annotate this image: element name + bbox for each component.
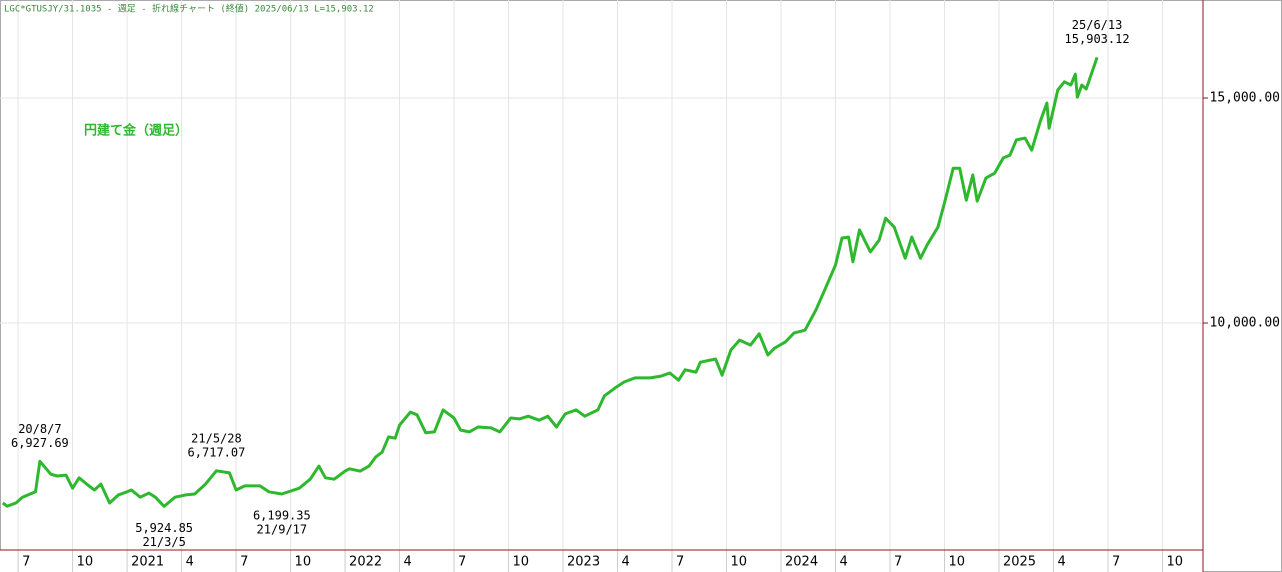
x-tick-label: 2023: [567, 555, 600, 570]
x-tick-label: 2024: [785, 555, 818, 570]
x-tick-label: 10: [295, 555, 312, 570]
x-tick-label: 2021: [131, 555, 164, 570]
x-tick-label: 2022: [349, 555, 382, 570]
x-tick-label: 10: [513, 555, 530, 570]
value-label: 6,199.35: [253, 509, 311, 523]
date-label: 21/3/5: [142, 535, 185, 549]
x-tick-label: 4: [186, 555, 194, 570]
x-axis-strip: [0, 550, 1203, 572]
legend-label: 円建て金（週足）: [84, 123, 188, 139]
value-label: 6,927.69: [11, 436, 69, 450]
x-tick-label: 10: [1166, 555, 1183, 570]
value-label: 5,924.85: [135, 521, 193, 535]
date-label: 21/9/17: [257, 523, 308, 537]
x-tick-label: 7: [1112, 555, 1120, 570]
x-tick-label: 10: [948, 555, 965, 570]
x-tick-label: 4: [839, 555, 847, 570]
x-tick-label: 4: [1057, 555, 1065, 570]
x-tick-label: 10: [731, 555, 748, 570]
x-tick-label: 2025: [1003, 555, 1036, 570]
y-tick-label: 10,000.00: [1210, 316, 1280, 331]
x-tick-label: 7: [458, 555, 466, 570]
value-label: 15,903.12: [1065, 32, 1130, 46]
x-tick-label: 7: [894, 555, 902, 570]
y-tick-label: 15,000.00: [1210, 91, 1280, 106]
date-label: 21/5/28: [191, 431, 242, 445]
chart-title: LGC*GTUSJY/31.1035 - 週足 - 折れ線チャート (終値) 2…: [4, 3, 374, 15]
x-tick-label: 4: [622, 555, 630, 570]
x-tick-label: 7: [22, 555, 30, 570]
value-label: 6,717.07: [188, 445, 246, 459]
date-label: 20/8/7: [18, 422, 61, 436]
line-series: [1, 56, 1099, 508]
x-tick-label: 7: [676, 555, 684, 570]
x-tick-label: 7: [240, 555, 248, 570]
x-tick-label: 4: [404, 555, 412, 570]
date-label: 25/6/13: [1072, 18, 1123, 32]
x-tick-label: 10: [77, 555, 94, 570]
